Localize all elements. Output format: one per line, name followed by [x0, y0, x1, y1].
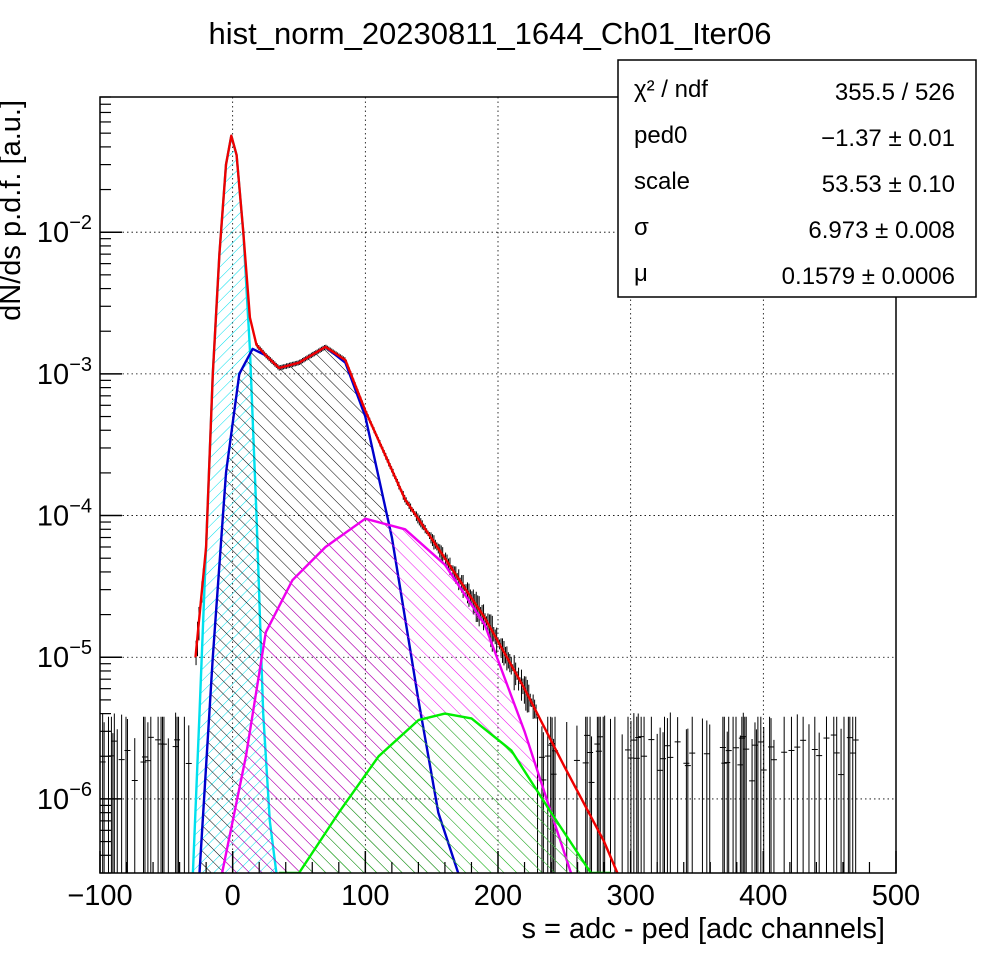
x-tick-label: 500 — [872, 880, 920, 912]
y-tick-label: 10−6 — [37, 779, 92, 816]
stats-label: μ — [634, 260, 648, 287]
y-tick-label: 10−4 — [37, 496, 92, 533]
x-tick-label: −100 — [67, 880, 132, 912]
stats-label: scale — [634, 168, 690, 195]
fit-component-curve-2 — [220, 517, 573, 873]
x-tick-label: 200 — [474, 880, 522, 912]
x-tick-label: 300 — [606, 880, 654, 912]
stats-label: χ² / ndf — [634, 76, 708, 103]
fit-component-curve-4 — [194, 134, 619, 873]
stats-box: χ² / ndf 355.5 / 526 ped0 −1.37 ± 0.01 scale… — [617, 59, 977, 298]
x-tick-label: 400 — [739, 880, 787, 912]
stats-value: 53.53 ± 0.10 — [822, 171, 955, 198]
y-tick-label: 10−3 — [37, 354, 92, 391]
fit-components — [191, 134, 619, 873]
x-axis-title: s = adc - ped [adc channels] — [521, 913, 885, 945]
y-axis-ticks: 10−6 10−5 10−4 10−3 10−2 — [37, 96, 122, 874]
x-axis-ticks: −100 0 100 200 300 400 500 — [67, 851, 920, 912]
stats-label: σ — [634, 214, 649, 241]
stats-value: 0.1579 ± 0.0006 — [782, 263, 955, 290]
fit-component-curve-3 — [279, 712, 611, 873]
stats-value: 6.973 ± 0.008 — [808, 217, 955, 244]
stats-label: ped0 — [634, 122, 687, 149]
stats-value: −1.37 ± 0.01 — [821, 125, 955, 152]
chart-title: hist_norm_20230811_1644_Ch01_Iter06 — [208, 16, 771, 51]
y-tick-label: 10−2 — [37, 212, 92, 249]
y-axis-title: dN/ds p.d.f. [a.u.] — [0, 100, 27, 321]
stats-value: 355.5 / 526 — [835, 79, 955, 106]
x-tick-label: 100 — [341, 880, 389, 912]
x-tick-label: 0 — [225, 880, 241, 912]
y-tick-label: 10−5 — [37, 637, 92, 674]
fit-component-area-3 — [279, 713, 611, 873]
